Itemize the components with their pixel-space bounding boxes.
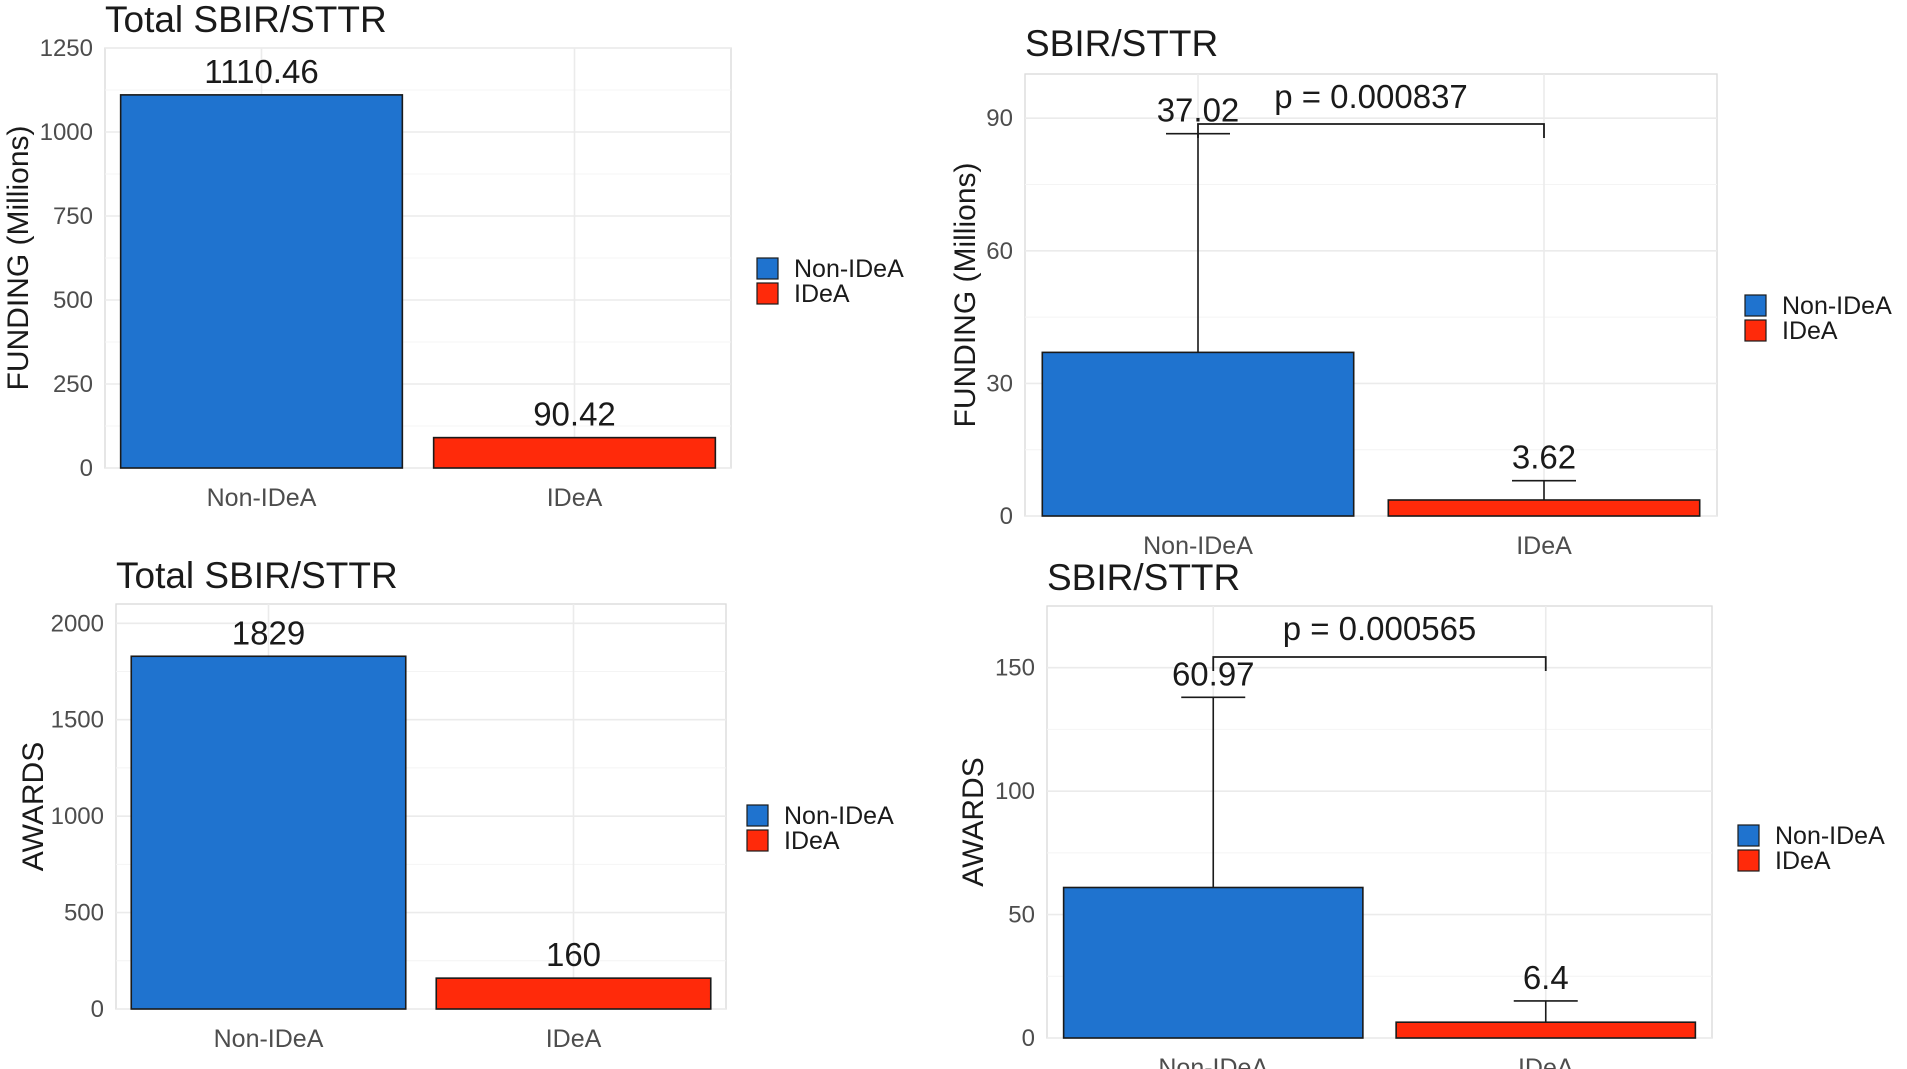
x-tick-label: Non-IDeA [214, 1025, 324, 1053]
chart-panel-total-funding: Total SBIR/STTR 0 250 500 750 1000 1250 Non-IDe… [2, 0, 904, 512]
legend-label: IDeA [794, 280, 850, 308]
x-tick-label: Non-IDeA [1143, 532, 1253, 560]
y-tick-label: 250 [53, 371, 93, 398]
legend-label: Non-IDeA [794, 255, 904, 283]
legend-label: IDeA [1782, 317, 1838, 345]
legend-swatch-non-idea [746, 804, 769, 827]
y-tick-label: 150 [995, 655, 1035, 682]
data-label: 90.42 [533, 396, 616, 433]
data-label: 37.02 [1157, 92, 1240, 129]
y-tick-label: 90 [986, 105, 1013, 132]
x-tick-label: Non-IDeA [1158, 1054, 1268, 1069]
y-tick-label: 0 [1000, 503, 1013, 530]
bar-idea [1395, 1021, 1697, 1039]
y-axis-label: FUNDING (Millions) [949, 163, 982, 428]
y-tick-label: 1000 [40, 119, 93, 146]
legend-label: IDeA [1775, 847, 1831, 875]
x-tick-label: IDeA [1518, 1054, 1574, 1069]
legend-swatch-idea [746, 829, 769, 852]
y-tick-label: 0 [80, 455, 93, 482]
y-tick-label: 1500 [51, 707, 104, 734]
data-label: 6.4 [1523, 959, 1569, 996]
bar-non-idea [119, 94, 404, 469]
y-tick-label: 500 [53, 287, 93, 314]
chart-title: Total SBIR/STTR [105, 0, 387, 40]
y-tick-label: 1000 [51, 803, 104, 830]
x-tick-label: Non-IDeA [207, 484, 317, 512]
y-tick-label: 500 [64, 900, 104, 927]
x-tick-label: IDeA [547, 484, 603, 512]
legend-swatch-non-idea [1744, 294, 1767, 317]
y-axis-label: AWARDS [957, 757, 990, 886]
bar-idea [435, 977, 712, 1010]
y-tick-label: 1250 [40, 35, 93, 62]
y-tick-label: 750 [53, 203, 93, 230]
data-label: 1110.46 [204, 53, 318, 90]
bar-non-idea [1062, 886, 1364, 1039]
y-tick-label: 50 [1008, 902, 1035, 929]
y-tick-label: 0 [91, 996, 104, 1023]
significance-bracket [1212, 656, 1547, 671]
y-tick-label: 2000 [51, 610, 104, 637]
y-axis-label: FUNDING (Millions) [2, 126, 35, 391]
legend-label: Non-IDeA [784, 802, 894, 830]
y-tick-label: 0 [1022, 1025, 1035, 1052]
legend-swatch-idea [1744, 319, 1767, 342]
chart-title: SBIR/STTR [1025, 23, 1218, 64]
y-tick-label: 100 [995, 778, 1035, 805]
legend-label: IDeA [784, 827, 840, 855]
legend-swatch-non-idea [756, 257, 779, 280]
x-tick-label: IDeA [546, 1025, 602, 1053]
bar-non-idea [130, 655, 407, 1010]
data-label: 1829 [232, 614, 305, 651]
data-label: 3.62 [1512, 439, 1576, 476]
y-axis-label: AWARDS [17, 742, 50, 871]
legend-swatch-idea [756, 282, 779, 305]
p-value-label: p = 0.000565 [1283, 610, 1477, 647]
y-tick-label: 30 [986, 370, 1013, 397]
significance-bracket [1197, 123, 1545, 138]
chart-title: SBIR/STTR [1047, 557, 1240, 598]
bar-non-idea [1041, 351, 1355, 517]
legend-swatch-non-idea [1737, 824, 1760, 847]
legend-label: Non-IDeA [1775, 822, 1885, 850]
bar-idea [1387, 499, 1701, 517]
y-tick-label: 60 [986, 238, 1013, 265]
bar-idea [432, 436, 717, 469]
data-label: 160 [546, 936, 601, 973]
x-tick-label: IDeA [1516, 532, 1572, 560]
p-value-label: p = 0.000837 [1274, 78, 1468, 115]
chart-title: Total SBIR/STTR [116, 555, 398, 596]
legend-label: Non-IDeA [1782, 292, 1892, 320]
legend-swatch-idea [1737, 849, 1760, 872]
